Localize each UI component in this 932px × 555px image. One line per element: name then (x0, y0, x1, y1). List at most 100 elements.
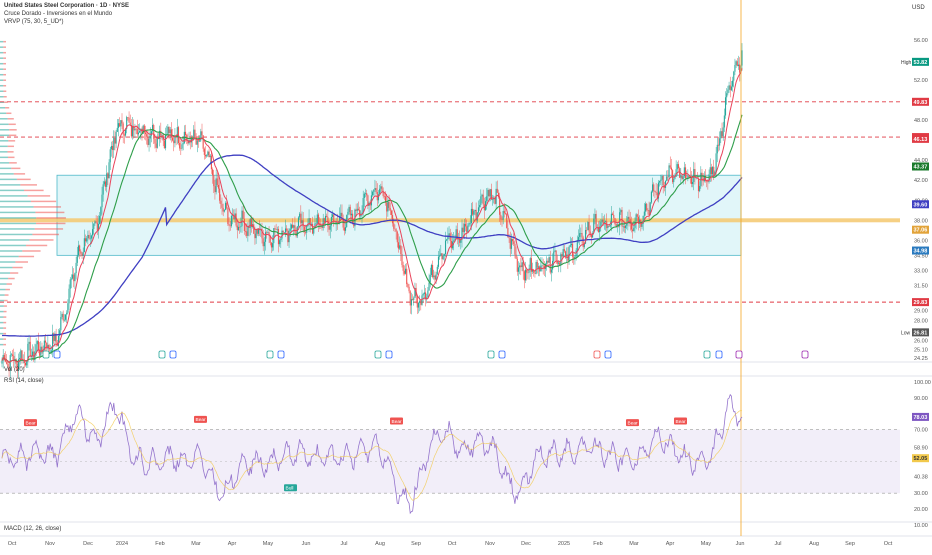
candle-body (101, 194, 103, 208)
candle-body (315, 223, 317, 224)
candle-body (722, 127, 724, 137)
event-marker-icon (42, 350, 50, 359)
candle-body (721, 131, 723, 137)
time-axis: Oct Nov Dec 2024 Feb Mar Apr May Jun Jul Aug Sep Oct… (8, 541, 893, 547)
time-axis-tick: 2024 (116, 541, 128, 547)
candle-body (57, 335, 60, 346)
candle-body (642, 215, 644, 224)
candle-body (500, 214, 502, 220)
volume-profile-bar-down (5, 107, 10, 109)
candle-body (590, 234, 592, 238)
rsi-signal-text: Bull (286, 486, 294, 492)
candle-body (589, 231, 591, 235)
candle-body (661, 176, 663, 180)
candle-body (549, 257, 551, 273)
candle-body (582, 237, 584, 248)
candle-body (97, 223, 100, 231)
candle-body (349, 206, 351, 216)
candle-body (413, 297, 415, 301)
candle-body (121, 120, 123, 124)
time-axis-tick: Dec (521, 541, 531, 547)
candle-body (137, 132, 140, 135)
candle-body (460, 239, 462, 243)
candle-body (697, 178, 700, 192)
candle-body (433, 275, 435, 278)
candle-body (468, 223, 470, 226)
candle-body (741, 50, 743, 66)
candle-body (410, 299, 412, 306)
volume-profile-bar-down (3, 51, 7, 54)
candle-body (280, 238, 282, 241)
candle-body (152, 124, 154, 132)
candle-body (70, 278, 72, 280)
candle-body (712, 166, 714, 175)
candle-body (553, 251, 555, 261)
candle-body (569, 245, 571, 247)
candle-body (455, 229, 457, 239)
candle-body (84, 238, 87, 242)
candle-body (123, 134, 125, 136)
candle-body (402, 265, 404, 271)
candle-body (80, 251, 82, 254)
volume-profile-bar-down (25, 244, 48, 247)
candle-body (419, 300, 421, 303)
candle-body (557, 262, 560, 264)
candle-body (264, 232, 267, 242)
candle-body (233, 215, 235, 220)
event-marker-icon (604, 350, 612, 359)
candle-body (435, 274, 437, 280)
range-box (56, 174, 742, 256)
candle-body (172, 137, 174, 141)
candle-body (204, 154, 207, 157)
candle-body (467, 225, 469, 233)
candle-body (329, 225, 331, 230)
candle-body (397, 242, 400, 249)
candle-body (4, 360, 7, 362)
candle-body (459, 238, 461, 243)
volume-profile-bar-down (7, 156, 15, 159)
candle-body (29, 341, 31, 357)
candle-body (473, 211, 475, 215)
candle-body (24, 363, 27, 366)
candle-body (26, 361, 28, 366)
volume-profile-bar-up (0, 195, 28, 197)
volume-profile-bar-down (29, 239, 54, 241)
candle-body (437, 256, 440, 267)
volume-profile-bar-down (8, 123, 16, 126)
candle-body (113, 137, 115, 151)
candle-body (216, 178, 218, 185)
time-axis-tick: Oct (884, 541, 893, 547)
candle-body (560, 254, 562, 266)
candle-body (203, 148, 205, 155)
candle-body (103, 181, 105, 185)
candle-body (680, 175, 682, 178)
candle-body (683, 167, 685, 177)
volume-profile-bar-up (0, 40, 4, 43)
candle-body (536, 261, 538, 268)
candle-body (214, 186, 216, 193)
price-label-value: 46.13 (914, 137, 928, 143)
sma-slow-line (2, 154, 743, 337)
rsi-signal-text: Bear (676, 419, 687, 425)
candle-body (249, 218, 251, 229)
candle-body (328, 226, 330, 230)
volume-profile-bar-down (3, 62, 7, 65)
volume-profile-bar-up (0, 118, 8, 120)
volume-profile-bar-up (0, 228, 35, 230)
price-label-tag (912, 57, 929, 66)
candle-body (462, 227, 464, 233)
candle-body (44, 340, 47, 343)
candle-body (176, 127, 178, 138)
candle-body (735, 61, 737, 65)
candle-body (581, 233, 583, 238)
volume-profile-bar-down (3, 68, 7, 70)
price-axis-tick: 28.00 (914, 318, 928, 324)
candle-body (348, 206, 350, 212)
candle-body (439, 255, 441, 257)
time-axis-tick: Sep (845, 541, 855, 547)
candle-body (153, 124, 155, 139)
candle-body (144, 132, 147, 135)
candle-body (246, 231, 248, 236)
candle-body (632, 229, 634, 232)
